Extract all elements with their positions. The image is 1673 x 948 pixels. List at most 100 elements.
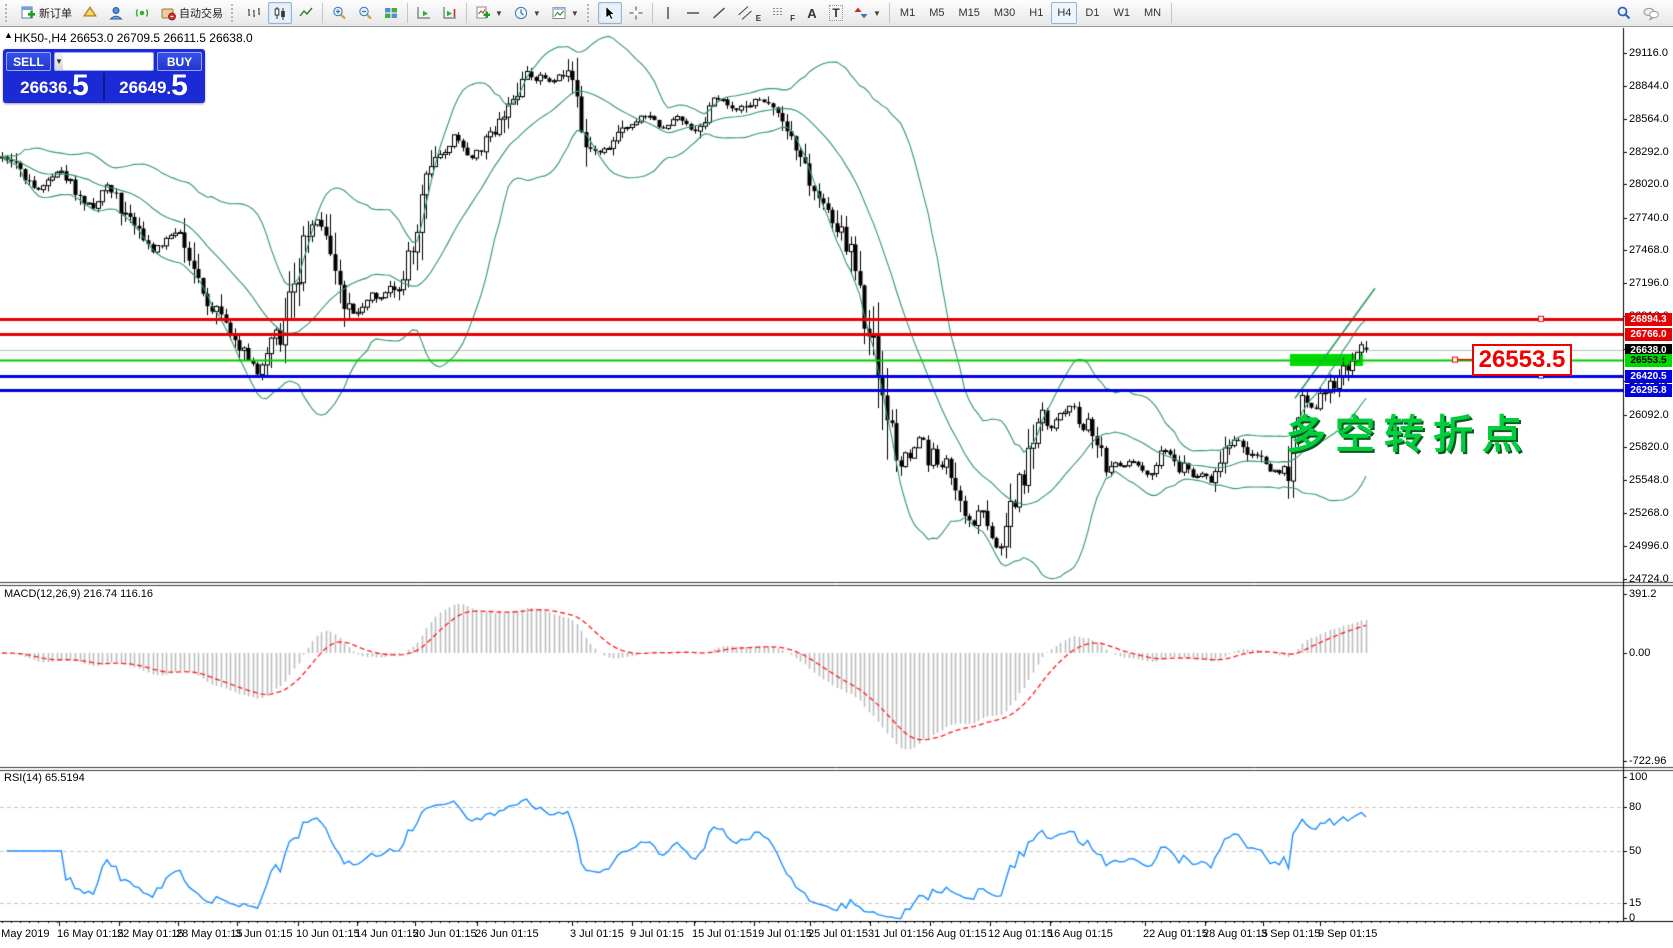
fibonacci-glyph: F: [790, 14, 795, 23]
volume-decrease-button[interactable]: ▼: [55, 53, 63, 70]
rsi-axis-label: 100: [1629, 771, 1648, 783]
toolbar-separator: [1171, 3, 1173, 23]
metaeditor-icon: [82, 5, 98, 21]
timeframe-w1-button[interactable]: W1: [1113, 7, 1130, 19]
search-button[interactable]: [1612, 2, 1636, 24]
toolbar-separator: [407, 3, 408, 23]
sell-price[interactable]: 26636 . 5: [6, 71, 103, 101]
zoom-out-button[interactable]: [353, 2, 377, 24]
arrows-button[interactable]: ▼: [849, 2, 885, 24]
equidistant-channel-button[interactable]: E: [733, 2, 765, 24]
chart-annotation-text[interactable]: 多空转折点: [1286, 413, 1531, 457]
text-button[interactable]: A: [801, 2, 823, 24]
line-chart-button[interactable]: [294, 2, 318, 24]
time-axis-label: 9 Jul 01:15: [630, 928, 684, 940]
toolbar-separator: [888, 3, 890, 23]
horizontal-line-button[interactable]: [681, 2, 705, 24]
timeframe-mn-button[interactable]: MN: [1143, 7, 1162, 19]
vertical-line-icon: [661, 5, 675, 21]
price-level-callout[interactable]: 26553.5: [1472, 344, 1572, 376]
time-axis-label: 28 May 01:15: [176, 928, 243, 940]
sell-price-dot: .: [67, 79, 73, 98]
indicators-button[interactable]: ▼: [471, 2, 507, 24]
chat-button[interactable]: [1638, 2, 1664, 24]
buy-price[interactable]: 26649 . 5: [105, 69, 202, 102]
periods-button[interactable]: ▼: [509, 2, 545, 24]
templates-button[interactable]: ▼: [547, 2, 583, 24]
zoom-in-button[interactable]: [327, 2, 351, 24]
search-icon: [1616, 5, 1632, 21]
price-level-badge: 26766.0: [1625, 328, 1672, 341]
timeframe-m5-button[interactable]: M5: [929, 7, 945, 19]
toolbar-grip[interactable]: [231, 4, 238, 22]
buy-button[interactable]: BUY: [157, 52, 202, 71]
arrows-dropdown-arrow[interactable]: ▼: [873, 8, 881, 18]
trendline-button[interactable]: [707, 2, 731, 24]
time-axis-label: 9 May 2019: [0, 928, 50, 940]
time-axis-label: 19 Jul 01:15: [752, 928, 812, 940]
time-axis-label: 16 May 01:15: [57, 928, 124, 940]
time-axis-label: 15 Jul 01:15: [692, 928, 752, 940]
fibonacci-button[interactable]: F: [767, 2, 799, 24]
timeframe-m30-button[interactable]: M30: [993, 7, 1016, 19]
price-axis-label: 24996.0: [1629, 540, 1669, 552]
tile-windows-icon: [383, 5, 399, 21]
vertical-line-button[interactable]: [657, 2, 679, 24]
rsi-axis-label: 80: [1629, 801, 1642, 813]
toolbar-separator: [651, 3, 653, 23]
sell-button[interactable]: SELL: [6, 52, 51, 71]
metaeditor-button[interactable]: [78, 2, 102, 24]
autotrading-button[interactable]: 自动交易: [156, 2, 227, 24]
candlestick-chart-icon: [272, 5, 288, 21]
timeframe-d1-button[interactable]: D1: [1085, 7, 1100, 19]
cursor-button[interactable]: [597, 2, 622, 24]
mql5-community-icon: [108, 5, 124, 21]
macd-axis-label: -722.96: [1629, 755, 1667, 767]
price-axis-label: 25268.0: [1629, 507, 1669, 519]
toolbar-separator: [322, 3, 323, 23]
cursor-icon: [602, 5, 618, 21]
time-axis-label: 25 Jul 01:15: [808, 928, 868, 940]
buy-price-frac: 5: [171, 69, 188, 102]
chat-icon: [1642, 5, 1660, 21]
mql5-community-button[interactable]: [104, 2, 128, 24]
chart-shift-button[interactable]: [438, 2, 462, 24]
one-click-trading-panel: SELL ▼ ▲ BUY 26636 . 5 26649 . 5: [3, 49, 205, 103]
crosshair-button[interactable]: [624, 2, 648, 24]
price-level-badge: 26295.8: [1625, 384, 1672, 397]
horizontal-line-icon: [685, 5, 701, 21]
chart-title: HK50-,H4 26653.0 26709.5 26611.5 26638.0: [14, 31, 253, 45]
indicators-dropdown-arrow[interactable]: ▼: [495, 8, 503, 18]
toolbar-grip[interactable]: [586, 4, 594, 22]
rsi-panel-separator[interactable]: [0, 765, 1673, 771]
autotrading-icon: [160, 5, 176, 21]
timeframe-m15-button[interactable]: M15: [958, 7, 980, 19]
zoom-out-icon: [357, 5, 373, 21]
one-click-panel-arrow[interactable]: ▲: [4, 30, 13, 40]
auto-scroll-button[interactable]: [412, 2, 436, 24]
timeframe-h4-button[interactable]: H4: [1051, 2, 1078, 24]
time-axis-label: 22 Aug 01:15: [1143, 928, 1208, 940]
toolbar-separator: [466, 3, 467, 23]
text-label-button[interactable]: T: [825, 2, 847, 24]
price-divider: [103, 73, 105, 100]
signals-button[interactable]: [130, 2, 154, 24]
timeframe-m1-button[interactable]: M1: [899, 7, 916, 19]
indicators-icon: [475, 5, 491, 21]
new-order-button[interactable]: 新订单: [16, 2, 76, 24]
volume-input[interactable]: [62, 53, 153, 70]
new-order-icon: [20, 5, 36, 21]
timeframe-h1-button[interactable]: H1: [1029, 7, 1044, 19]
tile-windows-button[interactable]: [379, 2, 403, 24]
bar-chart-button[interactable]: [242, 2, 266, 24]
templates-dropdown-arrow[interactable]: ▼: [570, 8, 579, 18]
periods-dropdown-arrow[interactable]: ▼: [532, 8, 541, 18]
line-chart-icon: [298, 5, 314, 21]
auto-scroll-icon: [416, 5, 432, 21]
macd-panel-separator[interactable]: [0, 580, 1673, 586]
candlestick-chart-button[interactable]: [268, 2, 292, 24]
price-axis-label: 27468.0: [1629, 244, 1669, 256]
text-icon: A: [807, 5, 817, 21]
toolbar-grip[interactable]: [5, 4, 12, 22]
